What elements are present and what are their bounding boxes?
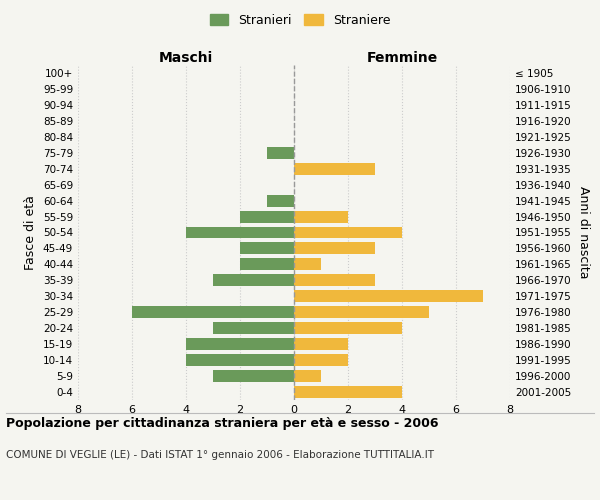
Bar <box>294 322 402 334</box>
Bar <box>240 210 294 222</box>
Legend: Stranieri, Straniere: Stranieri, Straniere <box>205 8 395 32</box>
Bar <box>294 226 402 238</box>
Bar <box>294 258 321 270</box>
Bar <box>294 354 348 366</box>
Text: Maschi: Maschi <box>159 51 213 65</box>
Bar <box>213 370 294 382</box>
Bar <box>240 258 294 270</box>
Bar <box>294 242 375 254</box>
Bar <box>294 162 375 174</box>
Text: Popolazione per cittadinanza straniera per età e sesso - 2006: Popolazione per cittadinanza straniera p… <box>6 418 439 430</box>
Bar <box>240 242 294 254</box>
Bar <box>294 370 321 382</box>
Bar <box>267 194 294 206</box>
Bar <box>186 354 294 366</box>
Y-axis label: Anni di nascita: Anni di nascita <box>577 186 590 279</box>
Bar <box>294 306 429 318</box>
Bar <box>186 338 294 350</box>
Y-axis label: Fasce di età: Fasce di età <box>25 195 37 270</box>
Bar <box>294 386 402 398</box>
Text: Femmine: Femmine <box>367 51 437 65</box>
Bar <box>132 306 294 318</box>
Bar <box>186 226 294 238</box>
Bar <box>294 274 375 286</box>
Text: COMUNE DI VEGLIE (LE) - Dati ISTAT 1° gennaio 2006 - Elaborazione TUTTITALIA.IT: COMUNE DI VEGLIE (LE) - Dati ISTAT 1° ge… <box>6 450 434 460</box>
Bar <box>267 147 294 158</box>
Bar <box>213 322 294 334</box>
Bar <box>213 274 294 286</box>
Bar <box>294 338 348 350</box>
Bar <box>294 290 483 302</box>
Bar <box>294 210 348 222</box>
